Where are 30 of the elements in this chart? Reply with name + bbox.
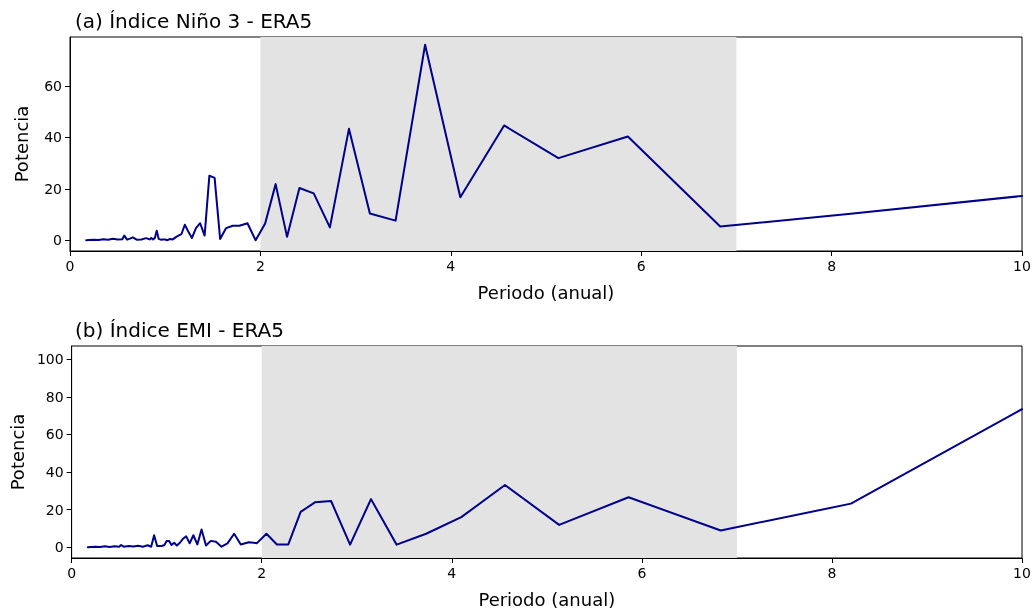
x-axis-title: Periodo (anual) [478, 588, 616, 610]
x-axis-title: Periodo (anual) [477, 281, 615, 303]
x-tick-label: 0 [65, 258, 75, 274]
x-tick-label: 6 [637, 565, 647, 581]
chart-title: (b) Índice EMI - ERA5 [75, 318, 284, 342]
y-tick-label: 20 [44, 180, 62, 197]
line-series [86, 408, 1023, 549]
line-series [85, 43, 1023, 242]
x-tick-label: 8 [827, 258, 837, 274]
x-tick-label: 0 [67, 565, 77, 581]
y-tick-label: 100 [36, 351, 64, 368]
y-tick-label: 0 [53, 232, 62, 249]
x-tick-label: 10 [1013, 565, 1031, 581]
x-tick-label: 2 [255, 258, 265, 274]
y-tick-label: 20 [45, 501, 64, 518]
y-axis-title: Potencia [10, 105, 32, 183]
y-axis-title: Potencia [6, 413, 28, 491]
x-tick-label: 6 [636, 258, 646, 274]
y-tick-label: 0 [54, 539, 64, 556]
x-tick-label: 10 [1013, 258, 1031, 274]
x-tick-label: 4 [446, 258, 456, 274]
y-tick-label: 40 [44, 129, 62, 146]
chart-title: (a) Índice Niño 3 - ERA5 [75, 9, 313, 33]
x-tick-label: 8 [827, 565, 837, 581]
x-tick-label: 4 [447, 565, 457, 581]
y-tick-label: 80 [45, 388, 64, 405]
y-tick-label: 60 [44, 77, 62, 94]
x-tick-label: 2 [257, 565, 267, 581]
y-tick-label: 40 [45, 464, 64, 481]
y-tick-label: 60 [45, 426, 64, 443]
